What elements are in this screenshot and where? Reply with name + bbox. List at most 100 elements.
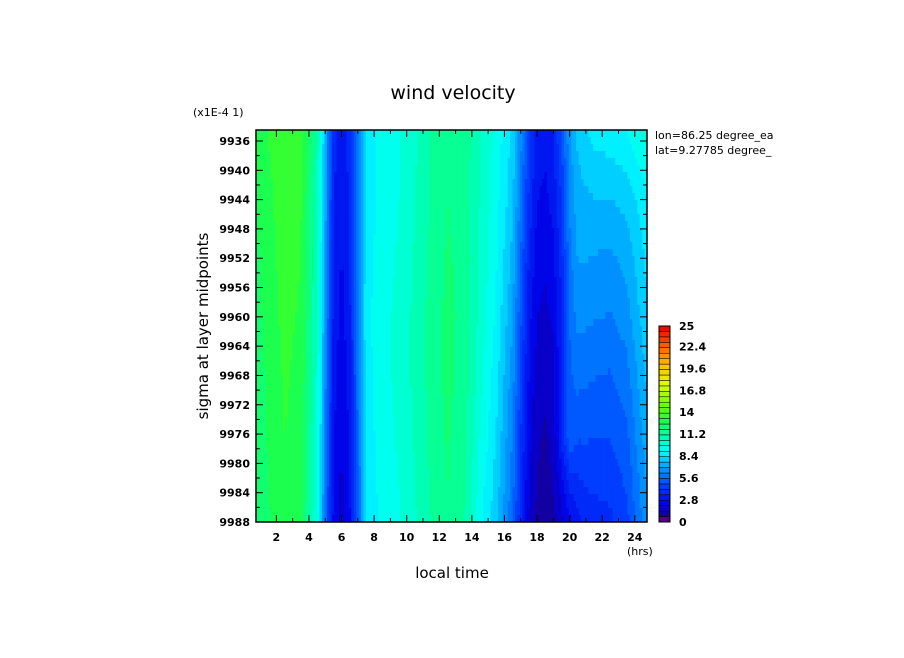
heatmap-cell — [414, 172, 418, 180]
heatmap-cell — [478, 186, 482, 194]
heatmap-cell — [537, 172, 541, 180]
heatmap-cell — [290, 256, 294, 264]
heatmap-cell — [434, 179, 438, 187]
heatmap-cell — [534, 242, 538, 250]
heatmap-cell — [561, 326, 565, 334]
heatmap-cell — [441, 284, 445, 292]
heatmap-cell — [471, 207, 475, 215]
heatmap-cell — [603, 214, 607, 222]
heatmap-cell — [277, 242, 282, 250]
heatmap-cell — [519, 249, 523, 257]
heatmap-cell — [402, 200, 406, 208]
heatmap-cell — [578, 130, 582, 138]
heatmap-cell — [280, 291, 284, 299]
heatmap-cell — [453, 263, 457, 271]
heatmap-cell — [637, 333, 641, 341]
heatmap-cell — [295, 158, 299, 166]
heatmap-cell — [282, 186, 286, 194]
heatmap-cell — [585, 165, 589, 173]
heatmap-cell — [331, 326, 335, 334]
heatmap-cell — [453, 277, 457, 285]
heatmap-cell — [356, 235, 360, 243]
heatmap-cell — [571, 326, 575, 334]
heatmap-cell — [549, 284, 553, 292]
heatmap-cell — [451, 312, 455, 320]
heatmap-cell — [407, 270, 411, 278]
heatmap-cell — [339, 207, 343, 215]
heatmap-cell — [299, 165, 304, 173]
heatmap-cell — [500, 340, 504, 348]
heatmap-cell — [297, 333, 301, 341]
heatmap-cell — [280, 340, 284, 348]
heatmap-cell — [471, 214, 475, 222]
heatmap-cell — [309, 193, 313, 201]
heatmap-cell — [282, 130, 286, 138]
heatmap-cell — [273, 137, 277, 145]
heatmap-cell — [429, 228, 433, 236]
heatmap-cell — [483, 319, 487, 327]
heatmap-cell — [588, 291, 592, 299]
heatmap-cell — [524, 186, 528, 194]
heatmap-cell — [405, 277, 409, 285]
heatmap-cell — [297, 193, 301, 201]
heatmap-cell — [610, 214, 614, 222]
heatmap-cell — [302, 193, 306, 201]
heatmap-cell — [500, 235, 504, 243]
heatmap-cell — [429, 340, 433, 348]
heatmap-cell — [534, 200, 538, 208]
heatmap-cell — [444, 235, 448, 243]
heatmap-cell — [441, 340, 445, 348]
heatmap-cell — [326, 333, 330, 341]
heatmap-cell — [365, 137, 370, 145]
heatmap-cell — [275, 249, 279, 257]
heatmap-cell — [285, 284, 289, 292]
heatmap-cell — [466, 193, 470, 201]
heatmap-cell — [368, 172, 372, 180]
heatmap-cell — [395, 186, 399, 194]
heatmap-cell — [488, 249, 492, 257]
heatmap-cell — [524, 312, 528, 320]
heatmap-cell — [639, 144, 643, 152]
heatmap-cell — [282, 340, 286, 348]
heatmap-cell — [627, 235, 631, 243]
heatmap-cell — [519, 333, 523, 341]
heatmap-cell — [292, 270, 296, 278]
heatmap-cell — [497, 207, 501, 215]
heatmap-cell — [583, 207, 587, 215]
heatmap-cell — [610, 158, 614, 166]
heatmap-cell — [390, 228, 394, 236]
heatmap-cell — [488, 340, 492, 348]
heatmap-cell — [529, 284, 533, 292]
heatmap-cell — [595, 284, 599, 292]
heatmap-cell — [610, 340, 614, 348]
heatmap-cell — [370, 228, 374, 236]
heatmap-cell — [263, 242, 267, 250]
heatmap-cell — [505, 235, 509, 243]
heatmap-cell — [343, 179, 348, 187]
heatmap-cell — [625, 284, 629, 292]
heatmap-cell — [537, 144, 541, 152]
heatmap-cell — [546, 137, 550, 145]
heatmap-cell — [583, 312, 587, 320]
heatmap-cell — [605, 319, 609, 327]
heatmap-cell — [563, 214, 567, 222]
heatmap-cell — [449, 179, 453, 187]
heatmap-cell — [405, 291, 409, 299]
heatmap-cell — [282, 172, 286, 180]
heatmap-cell — [277, 312, 282, 320]
heatmap-cell — [519, 312, 523, 320]
heatmap-cell — [370, 200, 374, 208]
heatmap-cell — [280, 151, 284, 159]
heatmap-cell — [612, 179, 616, 187]
heatmap-cell — [532, 158, 536, 166]
heatmap-cell — [385, 158, 389, 166]
heatmap-cell — [622, 312, 626, 320]
heatmap-cell — [256, 151, 260, 159]
heatmap-cell — [510, 277, 514, 285]
heatmap-cell — [554, 270, 558, 278]
heatmap-cell — [620, 270, 624, 278]
heatmap-cell — [427, 228, 431, 236]
heatmap-cell — [581, 207, 585, 215]
heatmap-cell — [571, 144, 575, 152]
heatmap-cell — [500, 333, 504, 341]
